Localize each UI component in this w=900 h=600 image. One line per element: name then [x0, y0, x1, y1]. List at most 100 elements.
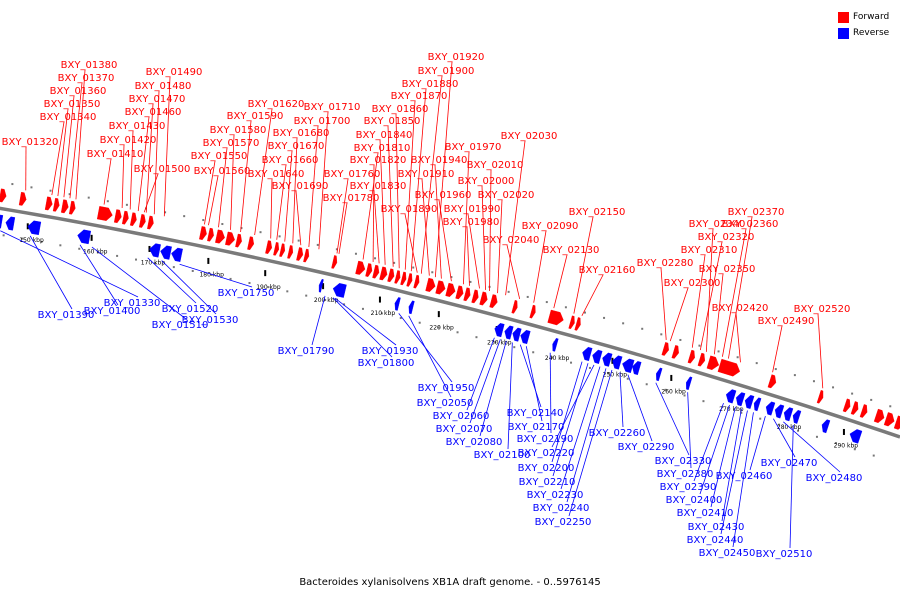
forward-gene	[296, 247, 304, 261]
reverse-leader-line	[519, 344, 542, 408]
forward-gene	[697, 352, 706, 367]
reverse-track-dot	[815, 435, 818, 438]
forward-gene-label: BXY_01850	[364, 116, 421, 127]
reverse-gene-label: BXY_01950	[418, 383, 475, 394]
reverse-gene-label: BXY_02240	[533, 503, 590, 514]
reverse-leader-line	[773, 418, 796, 458]
reverse-gene-label: BXY_02060	[433, 411, 490, 422]
forward-gene	[279, 243, 286, 257]
forward-gene	[425, 277, 436, 292]
forward-leader-line	[51, 121, 65, 196]
forward-leader-line	[817, 313, 824, 389]
forward-leader-line	[57, 108, 69, 197]
reverse-leader-line	[0, 230, 139, 298]
forward-track-dot	[450, 276, 453, 279]
forward-gene	[247, 236, 255, 251]
reverse-gene-label: BXY_02480	[806, 473, 863, 484]
reverse-track-dot	[626, 377, 629, 380]
reverse-track-dot	[135, 258, 138, 261]
reverse-leader-line	[147, 257, 197, 304]
reverse-gene	[765, 401, 776, 416]
reverse-track-dot	[778, 423, 781, 426]
reverse-gene-label: BXY_01800	[358, 358, 415, 369]
forward-track-dot	[736, 356, 739, 359]
forward-gene	[706, 355, 720, 371]
forward-gene-label: BXY_01670	[268, 141, 325, 152]
reverse-leader-line	[179, 263, 253, 288]
forward-leader-line	[63, 95, 75, 198]
scale-tick-label: 250 kbp	[603, 371, 628, 378]
forward-track-dot	[431, 271, 434, 274]
reverse-track-dot	[343, 303, 346, 306]
forward-leader-line	[505, 140, 526, 296]
forward-gene	[235, 233, 242, 248]
forward-track-dot	[870, 398, 873, 401]
reverse-leader-line	[720, 410, 748, 535]
reverse-track-dot	[740, 411, 743, 414]
forward-gene-label: BXY_02150	[569, 207, 626, 218]
forward-leader-line	[270, 178, 273, 239]
forward-gene	[121, 210, 129, 225]
forward-gene-label: BXY_01970	[445, 142, 502, 153]
forward-gene	[568, 315, 575, 330]
forward-track-dot	[507, 290, 510, 293]
reverse-track-dot	[664, 388, 667, 391]
reverse-gene-label: BXY_02050	[417, 398, 474, 409]
forward-gene-label: BXY_01380	[61, 60, 118, 71]
forward-gene	[400, 271, 407, 286]
forward-gene	[379, 266, 388, 281]
forward-track-dot	[278, 235, 281, 238]
forward-gene	[413, 274, 420, 289]
reverse-track-dot	[853, 448, 856, 451]
forward-gene	[365, 263, 373, 277]
forward-gene-label: BXY_01700	[294, 116, 351, 127]
forward-leader-line	[699, 241, 723, 351]
reverse-track-dot	[210, 273, 213, 276]
reverse-leader-line	[551, 361, 583, 463]
forward-track-dot	[183, 215, 186, 218]
reverse-gene	[612, 355, 623, 370]
forward-leader-line	[218, 147, 228, 228]
reverse-gene-label: BXY_02260	[589, 428, 646, 439]
reverse-track-dot	[116, 254, 119, 257]
forward-gene	[479, 291, 488, 306]
forward-gene-label: BXY_01490	[146, 67, 203, 78]
reverse-track-dot	[607, 372, 610, 375]
forward-gene-label: BXY_01890	[381, 204, 438, 215]
forward-track-dot	[603, 316, 606, 319]
reverse-gene	[592, 349, 603, 364]
reverse-leader-line	[29, 235, 73, 310]
forward-leader-line	[103, 158, 112, 205]
reverse-gene-label: BXY_02070	[436, 424, 493, 435]
forward-gene	[60, 199, 69, 214]
reverse-track-dot	[645, 383, 648, 386]
forward-track-dot	[469, 280, 472, 283]
reverse-track-dot	[59, 244, 62, 247]
forward-gene-label: BXY_02160	[579, 265, 636, 276]
reverse-gene	[160, 245, 172, 260]
scale-tick-label: 270 kbp	[719, 406, 744, 413]
forward-gene	[215, 229, 225, 244]
forward-gene	[687, 349, 695, 364]
forward-track-dot	[30, 186, 33, 189]
scale-tick	[437, 311, 440, 318]
forward-gene	[463, 287, 471, 302]
scale-tick-label: 240 kbp	[545, 355, 570, 362]
reverse-gene-label: BXY_01790	[278, 346, 335, 357]
reverse-gene-label: BXY_02190	[517, 434, 574, 445]
forward-gene-label: BXY_01350	[44, 99, 101, 110]
reverse-leader-line	[699, 404, 730, 495]
scale-tick	[264, 270, 267, 277]
reverse-track-dot	[759, 417, 762, 420]
reverse-leader-line	[552, 363, 589, 477]
reverse-gene	[27, 220, 42, 236]
forward-leader-line	[230, 134, 235, 230]
reverse-leader-line	[655, 382, 690, 456]
reverse-leader-line	[789, 424, 794, 549]
reverse-leader-line	[568, 369, 613, 517]
forward-gene	[767, 374, 777, 389]
forward-track-dot	[774, 368, 777, 371]
forward-leader-line	[581, 274, 604, 317]
reverse-track-dot	[248, 281, 251, 284]
